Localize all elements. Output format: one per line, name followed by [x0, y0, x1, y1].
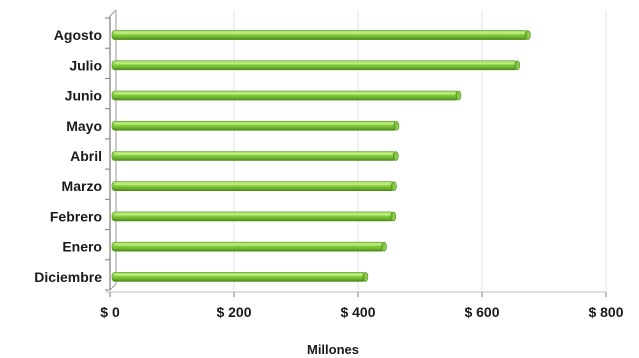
category-label: Mayo	[66, 118, 102, 134]
bar-highlight	[115, 273, 363, 276]
category-label: Abril	[70, 148, 102, 164]
x-tick-label: $ 400	[340, 304, 375, 320]
bar-end-cap	[390, 211, 397, 222]
bar-diciembre	[111, 272, 366, 282]
bar-highlight	[115, 213, 391, 216]
x-tick-label: $ 600	[464, 304, 499, 320]
x-tick-label: $ 800	[588, 304, 623, 320]
floor-left-edge	[109, 283, 117, 291]
bar-end-cap	[362, 272, 369, 282]
bar-junio	[111, 90, 459, 101]
bar-end-cap	[455, 90, 462, 101]
bars	[111, 30, 531, 282]
x-axis-title: Millones	[307, 342, 359, 357]
bar-febrero	[111, 211, 394, 222]
bar-highlight	[115, 183, 391, 186]
bar-highlight	[115, 92, 456, 95]
bar-end-cap	[381, 241, 387, 252]
bar-end-cap	[393, 151, 399, 161]
category-labels: Diciembre Enero Febrero Marzo Abril Mayo Junio…	[34, 27, 102, 285]
category-label: Agosto	[54, 27, 102, 43]
bar-abril	[111, 151, 397, 161]
bar-agosto	[111, 30, 529, 40]
bar-highlight	[115, 32, 525, 35]
category-label: Febrero	[50, 208, 102, 224]
bar-end-cap	[393, 120, 400, 131]
x-tick-label: $ 0	[100, 304, 120, 320]
axes	[105, 9, 607, 297]
bar-enero	[111, 241, 385, 252]
bar-mayo	[111, 120, 397, 131]
bar-highlight	[115, 243, 382, 246]
x-tick-label: $ 200	[216, 304, 251, 320]
bar-julio	[111, 60, 518, 71]
category-label: Marzo	[62, 178, 102, 194]
x-tick-labels: $ 0 $ 200 $ 400 $ 600 $ 800	[100, 304, 623, 320]
bar-marzo	[111, 181, 395, 192]
bar-end-cap	[525, 30, 531, 40]
bar-highlight	[115, 62, 515, 65]
bar-highlight	[115, 122, 394, 125]
category-label: Junio	[65, 88, 102, 104]
category-label: Enero	[62, 239, 102, 255]
bar-highlight	[115, 153, 393, 155]
bar-end-cap	[514, 60, 521, 71]
wall-top-edge	[109, 9, 117, 17]
category-label: Diciembre	[34, 269, 102, 285]
bar-end-cap	[391, 181, 397, 192]
category-label: Julio	[69, 57, 102, 73]
